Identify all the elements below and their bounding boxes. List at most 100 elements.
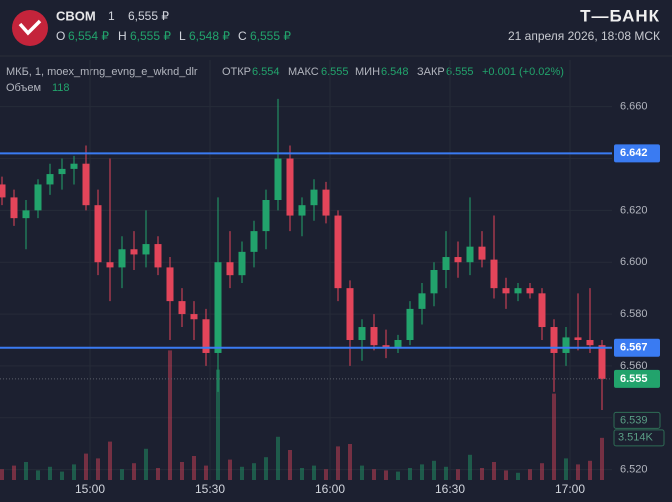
x-tick-label: 16:30 [435, 482, 465, 496]
legend-close: 6.555 [446, 66, 474, 78]
volume-bar [420, 464, 424, 480]
l-value: 6,548 ₽ [189, 29, 230, 43]
legend-open: 6.554 [252, 66, 280, 78]
level-label: 6.642 [620, 147, 648, 159]
volume-bar [504, 470, 508, 480]
candle-body [598, 345, 606, 379]
o-label: O [56, 29, 65, 43]
candle-body [262, 200, 270, 232]
level-label: 6.567 [620, 342, 648, 354]
volume-bar [192, 456, 196, 480]
volume-bar [12, 465, 16, 480]
candle-body [454, 257, 462, 263]
legend-volume: 118 [52, 82, 70, 94]
candle-body [526, 288, 534, 294]
x-tick-label: 17:00 [555, 482, 585, 496]
candle-body [238, 251, 246, 276]
candle-body [406, 308, 414, 340]
volume-bar [156, 468, 160, 480]
volume-bar [360, 465, 364, 480]
datetime: 21 апреля 2026, 18:08 МСК [508, 29, 660, 43]
volume-bar [600, 437, 604, 480]
candle-body [562, 337, 570, 353]
candle-body [0, 184, 6, 198]
time-axis [0, 480, 672, 502]
price: 6,555 ₽ [128, 9, 169, 23]
o-value: 6,554 ₽ [68, 29, 109, 43]
candle-body [442, 257, 450, 270]
volume-bar [132, 463, 136, 480]
volume-bar [264, 457, 268, 480]
logo-mark [18, 19, 42, 36]
candle-body [226, 262, 234, 276]
volume-bar [252, 463, 256, 480]
candle-body [46, 174, 54, 185]
candle-body [346, 288, 354, 340]
volume-bar [240, 466, 244, 480]
volume-bar [276, 436, 280, 480]
marker-label: 6.539 [620, 414, 648, 426]
volume-bar [468, 454, 472, 480]
volume-bar [336, 446, 340, 480]
ticker: CBOM [56, 8, 96, 23]
candle-body [358, 327, 366, 340]
volume-bar [60, 471, 64, 480]
volume-bar [408, 468, 412, 480]
candle-body [430, 270, 438, 294]
legend-change: +0.001 (+0.02%) [482, 66, 564, 78]
h-label: H [118, 29, 127, 43]
candle-body [550, 327, 558, 353]
legend-high-label: МАКС [288, 66, 319, 78]
volume-bar [288, 450, 292, 480]
legend-close-label: ЗАКР [417, 66, 445, 78]
x-tick-label: 16:00 [315, 482, 345, 496]
last-price-label: 6.555 [620, 373, 648, 385]
volume-bar [324, 469, 328, 480]
candle-body [538, 293, 546, 328]
legend-open-label: ОТКР [222, 66, 251, 78]
volume-bar [48, 466, 52, 480]
candle-body [334, 215, 342, 289]
candle-body [10, 197, 18, 219]
candle-body [58, 168, 66, 175]
volume-bar [456, 469, 460, 480]
volume-bar [576, 464, 580, 480]
candle-body [250, 231, 258, 252]
candle-body [166, 267, 174, 302]
legend-volume-label: Объем [6, 82, 41, 94]
candle-body [574, 337, 582, 340]
interval: 1 [108, 9, 115, 23]
volume-bar [216, 369, 220, 480]
volume-bar [204, 465, 208, 480]
candle-body [586, 340, 594, 346]
candle-body [154, 244, 162, 268]
legend-high: 6.555 [321, 66, 349, 78]
volume-bar [72, 464, 76, 480]
volume-bar [96, 458, 100, 480]
y-tick-label: 6.620 [620, 204, 648, 216]
candle-body [322, 189, 330, 216]
y-tick-label: 6.660 [620, 101, 648, 113]
h-value: 6,555 ₽ [130, 29, 171, 43]
x-tick-label: 15:30 [195, 482, 225, 496]
candle-body [310, 189, 318, 206]
volume-bar [588, 460, 592, 480]
candle-body [190, 314, 198, 320]
volume-bar [528, 469, 532, 480]
candle-body [274, 158, 282, 200]
volume-bar [396, 471, 400, 480]
candle-body [370, 327, 378, 346]
y-tick-label: 6.580 [620, 308, 648, 320]
candle-body [106, 262, 114, 268]
volume-bar [144, 448, 148, 480]
candle-body [202, 319, 210, 353]
volume-bar [540, 463, 544, 480]
volume-bar [0, 469, 4, 480]
candle-body [142, 244, 150, 255]
candle-body [34, 184, 42, 211]
volume-bar [228, 459, 232, 480]
candle-body [514, 288, 522, 294]
volume-bar [120, 469, 124, 480]
volume-bar [348, 444, 352, 480]
